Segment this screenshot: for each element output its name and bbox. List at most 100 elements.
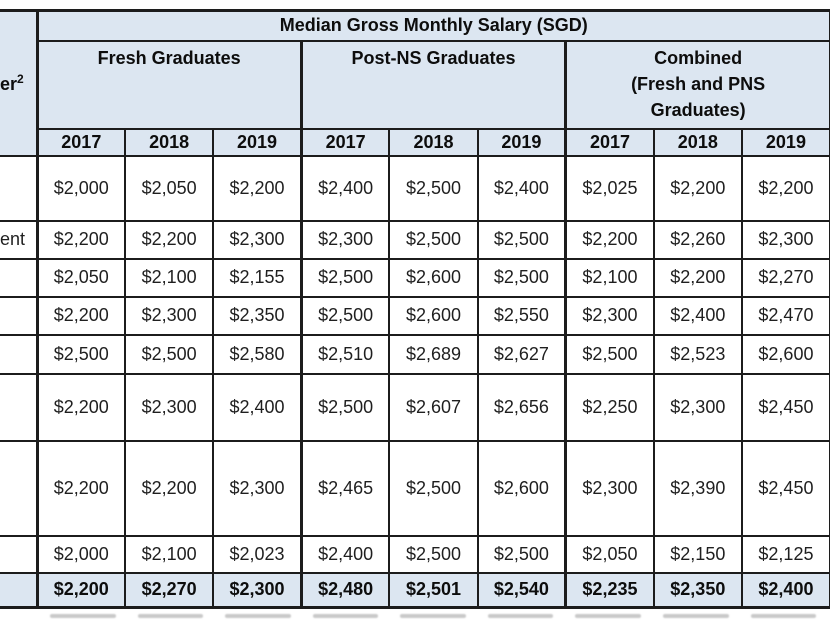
salary-cell: $2,200 bbox=[124, 439, 215, 537]
row-label-cell bbox=[0, 439, 38, 537]
table-row: $2,050 $2,100 $2,155 $2,500 $2,600 $2,50… bbox=[0, 257, 830, 298]
cropped-next-row-artifact bbox=[39, 614, 827, 618]
salary-cell: $2,501 bbox=[388, 571, 479, 609]
row-label-cell bbox=[0, 295, 38, 336]
year-header: 2017 bbox=[35, 127, 127, 157]
salary-cell: $2,523 bbox=[652, 333, 743, 375]
footnote-marker: 2 bbox=[17, 71, 24, 86]
year-header: 2018 bbox=[388, 127, 479, 157]
salary-cell: $2,300 bbox=[740, 219, 830, 260]
salary-cell: $2,200 bbox=[35, 219, 127, 260]
salary-cell: $2,607 bbox=[388, 372, 479, 442]
salary-cell: $2,500 bbox=[388, 219, 479, 260]
salary-cell: $2,500 bbox=[476, 534, 567, 574]
row-label-cell bbox=[0, 372, 38, 442]
salary-cell: $2,450 bbox=[740, 372, 830, 442]
year-header: 2017 bbox=[299, 127, 391, 157]
salary-cell: $2,050 bbox=[124, 154, 215, 222]
salary-cell: $2,270 bbox=[124, 571, 215, 609]
corner-header-text: er bbox=[0, 73, 18, 94]
table-row: $2,200 $2,200 $2,300 $2,465 $2,500 $2,60… bbox=[0, 439, 830, 537]
group-header-row: Fresh Graduates Post-NS Graduates Combin… bbox=[0, 39, 830, 130]
row-label-cell bbox=[0, 257, 38, 298]
salary-cell: $2,500 bbox=[388, 439, 479, 537]
salary-cell: $2,150 bbox=[652, 534, 743, 574]
salary-cell: $2,270 bbox=[740, 257, 830, 298]
salary-cell: $2,155 bbox=[212, 257, 303, 298]
salary-cell: $2,100 bbox=[564, 257, 655, 298]
salary-cell: $2,550 bbox=[476, 295, 567, 336]
salary-cell: $2,480 bbox=[299, 571, 391, 609]
salary-cell: $2,500 bbox=[564, 333, 655, 375]
table-row: $2,000 $2,100 $2,023 $2,400 $2,500 $2,50… bbox=[0, 534, 830, 574]
table-row-overall-summary: $2,200 $2,270 $2,300 $2,480 $2,501 $2,54… bbox=[0, 571, 830, 609]
salary-cell: $2,300 bbox=[212, 439, 303, 537]
salary-cell: $2,200 bbox=[124, 219, 215, 260]
salary-cell: $2,500 bbox=[35, 333, 127, 375]
salary-cell: $2,300 bbox=[212, 571, 303, 609]
salary-cell: $2,300 bbox=[564, 295, 655, 336]
year-header: 2019 bbox=[740, 127, 830, 157]
salary-cell: $2,500 bbox=[476, 219, 567, 260]
salary-cell: $2,200 bbox=[740, 154, 830, 222]
salary-cell: $2,400 bbox=[299, 154, 391, 222]
salary-cell: $2,689 bbox=[388, 333, 479, 375]
salary-cell: $2,200 bbox=[212, 154, 303, 222]
salary-cell: $2,500 bbox=[299, 257, 391, 298]
salary-cell: $2,200 bbox=[564, 219, 655, 260]
salary-cell: $2,200 bbox=[652, 257, 743, 298]
salary-cell: $2,400 bbox=[212, 372, 303, 442]
row-label-cell bbox=[0, 534, 38, 574]
salary-cell: $2,627 bbox=[476, 333, 567, 375]
table-row: $2,200 $2,300 $2,400 $2,500 $2,607 $2,65… bbox=[0, 372, 830, 442]
year-header: 2019 bbox=[476, 127, 567, 157]
table-row: $2,500 $2,500 $2,580 $2,510 $2,689 $2,62… bbox=[0, 333, 830, 375]
salary-cell: $2,500 bbox=[388, 154, 479, 222]
salary-cell: $2,125 bbox=[740, 534, 830, 574]
salary-cell: $2,260 bbox=[652, 219, 743, 260]
salary-cell: $2,300 bbox=[652, 372, 743, 442]
salary-cell: $2,300 bbox=[124, 295, 215, 336]
table-row: $2,000 $2,050 $2,200 $2,400 $2,500 $2,40… bbox=[0, 154, 830, 222]
salary-cell: $2,023 bbox=[212, 534, 303, 574]
year-header-row: 2017 2018 2019 2017 2018 2019 2017 2018 … bbox=[0, 127, 830, 157]
row-label-cell bbox=[0, 333, 38, 375]
salary-cell: $2,400 bbox=[476, 154, 567, 222]
salary-cell: $2,656 bbox=[476, 372, 567, 442]
salary-cell: $2,350 bbox=[652, 571, 743, 609]
salary-cell: $2,400 bbox=[299, 534, 391, 574]
salary-cell: $2,600 bbox=[476, 439, 567, 537]
salary-cell: $2,400 bbox=[740, 571, 830, 609]
salary-cell: $2,465 bbox=[299, 439, 391, 537]
salary-cell: $2,540 bbox=[476, 571, 567, 609]
group-header-fresh-graduates: Fresh Graduates bbox=[35, 39, 303, 130]
title-row: er2 Median Gross Monthly Salary (SGD) bbox=[0, 9, 830, 157]
salary-cell: $2,500 bbox=[476, 257, 567, 298]
salary-cell: $2,300 bbox=[212, 219, 303, 260]
salary-cell: $2,450 bbox=[740, 439, 830, 537]
salary-cell: $2,300 bbox=[564, 439, 655, 537]
salary-cell: $2,050 bbox=[564, 534, 655, 574]
salary-cell: $2,200 bbox=[35, 439, 127, 537]
salary-cell: $2,250 bbox=[564, 372, 655, 442]
salary-cell: $2,350 bbox=[212, 295, 303, 336]
table-title: Median Gross Monthly Salary (SGD) bbox=[35, 9, 830, 42]
salary-cell: $2,200 bbox=[35, 295, 127, 336]
salary-cell: $2,000 bbox=[35, 534, 127, 574]
salary-cell: $2,025 bbox=[564, 154, 655, 222]
group-header-post-ns-graduates: Post-NS Graduates bbox=[299, 39, 567, 130]
table-row: $2,200 $2,300 $2,350 $2,500 $2,600 $2,55… bbox=[0, 295, 830, 336]
salary-cell: $2,300 bbox=[299, 219, 391, 260]
salary-cell: $2,510 bbox=[299, 333, 391, 375]
salary-table: er2 Median Gross Monthly Salary (SGD) Fr… bbox=[0, 9, 830, 609]
salary-cell: $2,000 bbox=[35, 154, 127, 222]
salary-cell: $2,100 bbox=[124, 534, 215, 574]
year-header: 2019 bbox=[212, 127, 303, 157]
row-label-cell: ent bbox=[0, 219, 38, 260]
table-row: ent $2,200 $2,200 $2,300 $2,300 $2,500 $… bbox=[0, 219, 830, 260]
salary-cell: $2,200 bbox=[35, 372, 127, 442]
salary-cell: $2,050 bbox=[35, 257, 127, 298]
salary-cell: $2,600 bbox=[388, 295, 479, 336]
year-header: 2018 bbox=[652, 127, 743, 157]
